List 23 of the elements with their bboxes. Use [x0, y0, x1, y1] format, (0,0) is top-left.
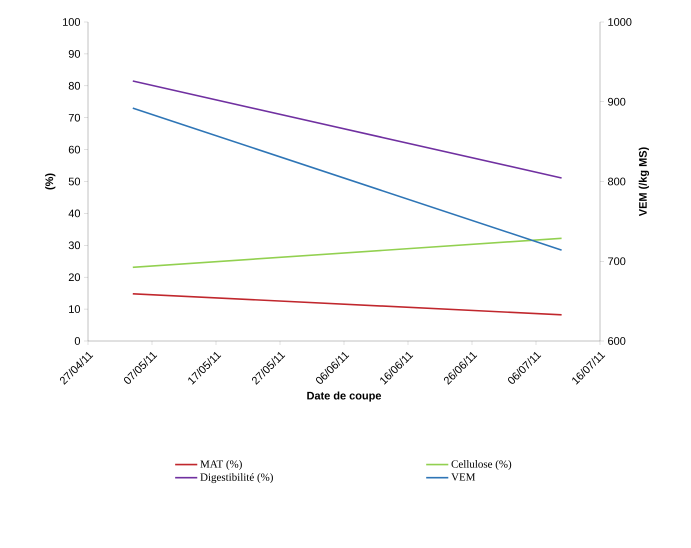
y2-tick-label: 900 [608, 98, 626, 106]
y-tick-label: 50 [68, 178, 80, 186]
y2-tick-label: 800 [608, 178, 626, 186]
y-tick-label: 40 [68, 210, 80, 218]
legend-label: Digestibilité (%) [200, 473, 273, 484]
y2-tick-label: 1000 [608, 18, 632, 26]
y-tick-label: 20 [68, 273, 80, 282]
legend-label: VEM [451, 473, 476, 481]
y2-tick-label: 600 [608, 337, 626, 345]
y-tick-label: 80 [68, 82, 80, 90]
y-tick-label: 90 [68, 50, 80, 58]
y-tick-label: 60 [68, 146, 80, 154]
y-axis-title: (%) [45, 174, 56, 190]
y2-tick-label: 700 [608, 257, 626, 266]
y2-axis-title: VEM (/kg MS) [638, 147, 650, 216]
x-axis-title: Date de coupe [307, 391, 382, 402]
y-tick-label: 100 [63, 18, 80, 26]
y-tick-label: 10 [69, 305, 80, 313]
y-tick-label: 70 [68, 114, 80, 122]
legend-label: MAT (%) [200, 460, 242, 470]
legend-label: Cellulose (%) [452, 460, 512, 470]
y-tick-label: 30 [68, 241, 80, 250]
y-tick-label: 0 [74, 337, 80, 345]
